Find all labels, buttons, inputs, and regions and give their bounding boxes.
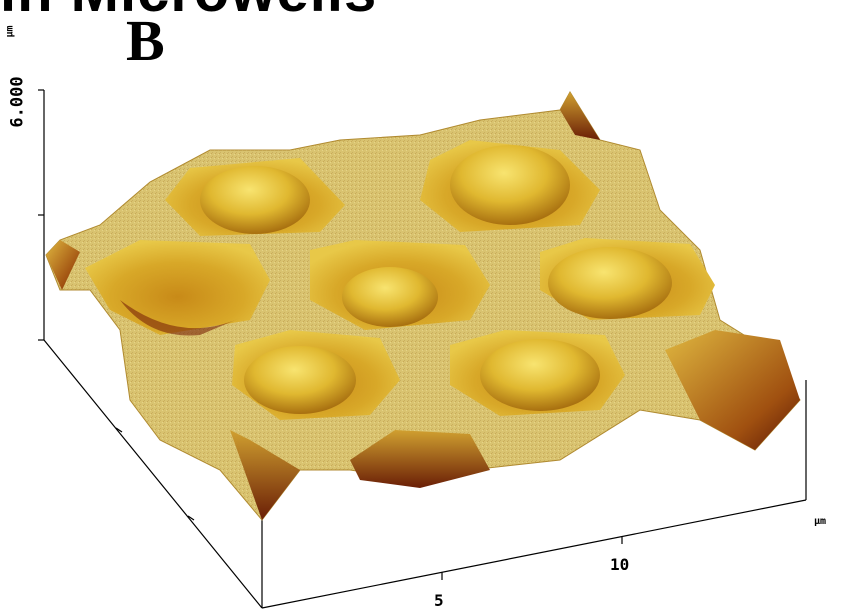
surface-corner-left <box>46 240 80 290</box>
well-front-bottom <box>350 430 490 488</box>
figure-header-text: in Microwells <box>0 0 377 25</box>
y-axis-tick <box>187 515 195 521</box>
well-back-right <box>420 140 600 232</box>
z-axis-max-label: 6.000 <box>7 76 28 128</box>
well-middle-center <box>310 240 490 330</box>
x-axis-unit-label: µm <box>814 516 827 527</box>
well-front-left <box>232 330 400 420</box>
panel-label: B <box>126 8 165 73</box>
well-middle-right <box>540 238 715 320</box>
z-axis-unit-label: µm <box>4 25 16 38</box>
x-axis-tick-label: 10 <box>610 555 630 574</box>
x-axis-tick-label: 5 <box>434 591 444 610</box>
well-back-left <box>165 158 345 236</box>
surface-corner-front <box>230 430 300 520</box>
well-front-center <box>450 330 625 416</box>
well-front-right <box>665 330 800 450</box>
well-back-corner <box>560 92 600 140</box>
y-axis-line <box>43 339 263 609</box>
y-axis-tick <box>115 427 123 433</box>
well-middle-left <box>85 240 270 336</box>
x-axis-line <box>261 499 807 609</box>
